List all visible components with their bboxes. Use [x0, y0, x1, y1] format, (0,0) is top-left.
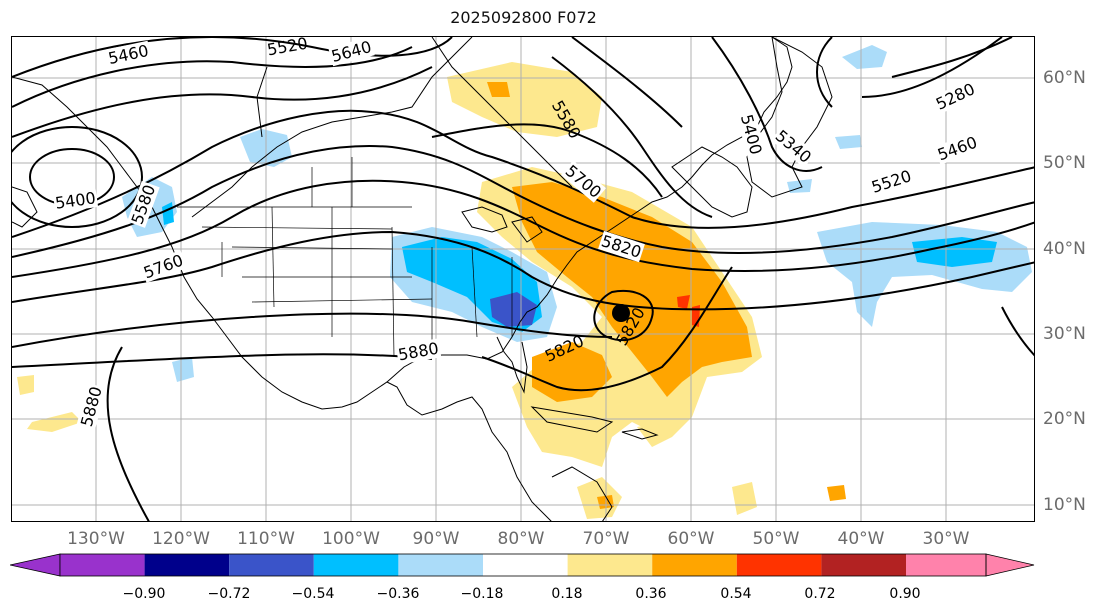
anomaly-shading — [17, 45, 1032, 519]
shade-orange — [532, 342, 612, 402]
lat-label: 10°N — [1043, 495, 1086, 515]
colorbar-segment — [736, 554, 822, 576]
colorbar-segment — [652, 554, 737, 576]
shade-light-blue — [172, 357, 194, 382]
lat-label: 60°N — [1043, 68, 1086, 88]
lon-label: 90°W — [412, 529, 460, 549]
shade-light-yellow — [732, 482, 757, 515]
colorbar-segment — [483, 554, 568, 576]
lon-label: 110°W — [237, 529, 295, 549]
lat-label: 50°N — [1043, 153, 1086, 173]
lon-label: 80°W — [497, 529, 545, 549]
colorbar-tick: 0.72 — [804, 586, 836, 602]
lat-label: 40°N — [1043, 239, 1086, 259]
colorbar-extend-min — [9, 553, 61, 577]
shade-light-yellow — [27, 412, 82, 432]
colorbar-segment — [60, 554, 145, 576]
colorbar-tick: 0.36 — [635, 586, 667, 602]
colorbar-graphic — [9, 553, 1035, 577]
colorbar-segment — [144, 554, 230, 576]
lat-label: 30°N — [1043, 324, 1086, 344]
shade-medium-blue — [912, 237, 997, 267]
shade-orange — [512, 182, 752, 397]
lon-label: 120°W — [152, 529, 210, 549]
map-title: 2025092800 F072 — [450, 8, 597, 27]
colorbar-segment — [313, 554, 399, 576]
colorbar-tick: −0.18 — [460, 586, 504, 602]
shade-light-blue — [835, 135, 862, 149]
shade-light-yellow — [17, 375, 34, 395]
lon-label: 130°W — [67, 529, 125, 549]
colorbar-tick: −0.90 — [122, 586, 166, 602]
colorbar-tick: −0.54 — [291, 586, 335, 602]
lon-label: 70°W — [582, 529, 630, 549]
lon-label: 50°W — [752, 529, 800, 549]
colorbar-segment — [567, 554, 653, 576]
storm-center-marker — [612, 304, 630, 322]
shade-light-blue — [842, 45, 887, 69]
colorbar — [9, 553, 1036, 581]
colorbar-segment — [229, 554, 314, 576]
map-canvas — [12, 37, 1034, 521]
lat-label: 20°N — [1043, 409, 1086, 429]
shade-orange — [827, 485, 846, 501]
lon-label: 60°W — [667, 529, 715, 549]
shade-orange — [487, 82, 510, 97]
colorbar-segment — [398, 554, 483, 576]
colorbar-tick: 0.90 — [889, 586, 921, 602]
colorbar-extend-max — [985, 553, 1035, 577]
map-panel: 5460 5520 5640 5400 5760 5580 5700 5820 … — [11, 36, 1035, 522]
shade-light-yellow — [447, 62, 602, 137]
colorbar-tick: −0.72 — [207, 586, 251, 602]
shade-light-blue — [817, 222, 1032, 327]
height-contours — [12, 37, 1034, 521]
colorbar-tick: 0.18 — [551, 586, 583, 602]
lon-label: 100°W — [322, 529, 380, 549]
lon-label: 30°W — [922, 529, 970, 549]
lon-label: 40°W — [837, 529, 885, 549]
colorbar-segment — [821, 554, 906, 576]
colorbar-tick: 0.54 — [720, 586, 752, 602]
colorbar-tick: −0.36 — [376, 586, 420, 602]
shade-red-orange — [677, 295, 690, 309]
shade-deep-blue — [490, 292, 537, 327]
colorbar-segment — [906, 554, 986, 576]
